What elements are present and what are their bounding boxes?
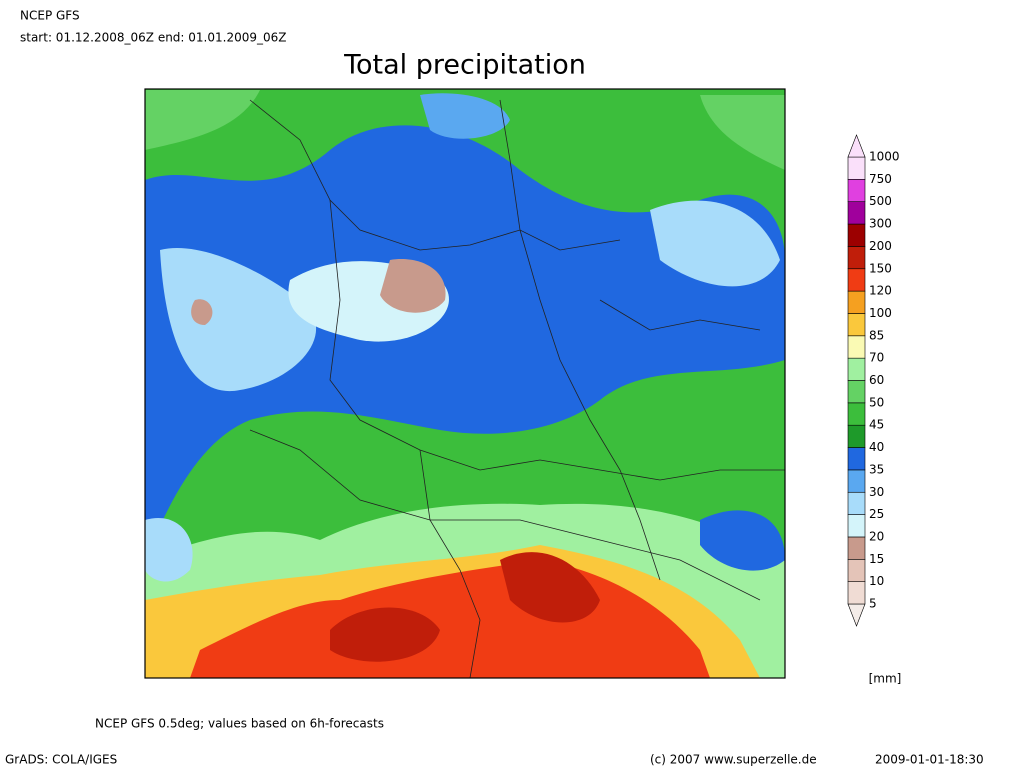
map-title: Total precipitation bbox=[343, 50, 586, 81]
colorbar-swatch bbox=[847, 201, 866, 225]
colorbar-label: 5 bbox=[869, 597, 877, 611]
colorbar-label: 25 bbox=[869, 507, 884, 521]
colorbar-label: 85 bbox=[869, 328, 884, 342]
colorbar-label: 1000 bbox=[869, 150, 900, 164]
colorbar-swatch bbox=[847, 558, 866, 582]
colorbar-label: 500 bbox=[869, 194, 892, 208]
precip-area bbox=[160, 248, 317, 392]
country-border bbox=[419, 449, 481, 678]
colorbar-swatch bbox=[847, 380, 866, 404]
colorbar-swatch bbox=[847, 469, 866, 493]
colorbar-swatch bbox=[847, 581, 866, 605]
colorbar: 5 10 15 20 25 30 35 40 45 50 60 70 85 100 120 150 200 300… bbox=[847, 134, 900, 627]
colorbar-swatch bbox=[847, 402, 866, 426]
software-label: GrADS: COLA/IGES bbox=[5, 753, 117, 767]
precip-area bbox=[145, 90, 260, 150]
note-label: NCEP GFS 0.5deg; values based on 6h-fore… bbox=[95, 717, 384, 731]
model-label: NCEP GFS bbox=[20, 9, 80, 23]
colorbar-swatch bbox=[847, 357, 866, 381]
colorbar-swatch bbox=[847, 156, 866, 180]
precip-area bbox=[700, 95, 785, 170]
colorbar-label: 60 bbox=[869, 373, 884, 387]
colorbar-label: 35 bbox=[869, 462, 884, 476]
precip-area bbox=[191, 299, 213, 325]
colorbar-label: 100 bbox=[869, 306, 892, 320]
colorbar-swatch bbox=[847, 313, 866, 337]
precip-area bbox=[650, 200, 780, 287]
unit-label: [mm] bbox=[869, 672, 902, 686]
precip-area bbox=[700, 510, 785, 571]
precip-area bbox=[145, 125, 785, 560]
colorbar-swatch bbox=[847, 536, 866, 560]
colorbar-label: 300 bbox=[869, 217, 892, 231]
colorbar-label: 10 bbox=[869, 574, 884, 588]
country-border bbox=[499, 99, 661, 581]
colorbar-label: 30 bbox=[869, 485, 884, 499]
colorbar-label: 150 bbox=[869, 261, 892, 275]
colorbar-swatch bbox=[847, 290, 866, 314]
colorbar-label: 15 bbox=[869, 552, 884, 566]
colorbar-swatch bbox=[847, 335, 866, 359]
precip-area bbox=[380, 259, 446, 313]
colorbar-label: 120 bbox=[869, 284, 892, 298]
precip-area bbox=[420, 93, 510, 139]
timestamp-label: 2009-01-01-18:30 bbox=[875, 753, 984, 767]
colorbar-label: 40 bbox=[869, 440, 884, 454]
colorbar-swatch bbox=[847, 424, 866, 448]
precip-area bbox=[330, 607, 440, 662]
map bbox=[144, 88, 786, 679]
colorbar-swatch bbox=[847, 179, 866, 203]
country-border bbox=[249, 429, 761, 601]
period-label: start: 01.12.2008_06Z end: 01.01.2009_06… bbox=[20, 31, 286, 45]
country-border bbox=[249, 99, 621, 251]
colorbar-swatch bbox=[847, 246, 866, 270]
colorbar-label: 200 bbox=[869, 239, 892, 253]
country-border bbox=[599, 299, 761, 331]
colorbar-label: 45 bbox=[869, 418, 884, 432]
precip-area bbox=[500, 552, 600, 623]
precip-area bbox=[145, 518, 193, 582]
copyright-label: (c) 2007 www.superzelle.de bbox=[650, 753, 817, 767]
country-border bbox=[329, 199, 785, 481]
colorbar-label: 750 bbox=[869, 172, 892, 186]
colorbar-label: 50 bbox=[869, 395, 884, 409]
colorbar-swatch bbox=[847, 514, 866, 538]
colorbar-swatch bbox=[847, 268, 866, 292]
colorbar-end bbox=[847, 134, 866, 158]
colorbar-label: 70 bbox=[869, 351, 884, 365]
map-frame bbox=[144, 88, 786, 679]
colorbar-swatch bbox=[847, 447, 866, 471]
colorbar-swatch bbox=[847, 491, 866, 515]
colorbar-label: 20 bbox=[869, 529, 884, 543]
colorbar-end bbox=[847, 603, 866, 627]
colorbar-swatch bbox=[847, 223, 866, 247]
